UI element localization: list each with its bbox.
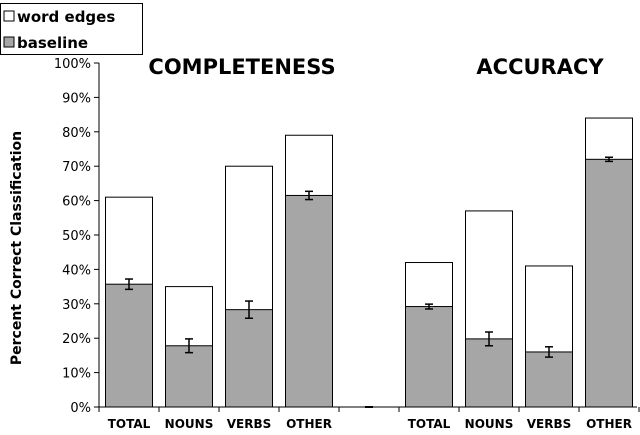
legend-swatch-word-edges [4,11,14,21]
bar-baseline-completeness-nouns [166,346,213,407]
y-tick-label: 50% [62,229,91,244]
category-labels: TOTAL NOUNS VERBS OTHER TOTAL NOUNS VERBS OTHER [108,417,632,431]
category-label-completeness-verbs: VERBS [227,417,272,431]
category-label-accuracy-verbs: VERBS [527,417,572,431]
y-tick-label: 10% [62,367,91,382]
legend: word edges baseline [1,4,143,55]
y-tick-label: 70% [62,160,91,175]
y-tick-label: 0% [70,401,91,416]
legend-label-baseline: baseline [17,34,88,52]
y-tick-label: 90% [62,91,91,106]
category-label-completeness-nouns: NOUNS [165,417,214,431]
bar-baseline-completeness-verbs [226,310,273,407]
y-tick-label: 40% [62,263,91,278]
group-title-accuracy: ACCURACY [476,55,604,79]
y-tick-label: 60% [62,195,91,210]
bar-baseline-accuracy-total [406,307,453,407]
y-tick-label: 30% [62,298,91,313]
group-title-completeness: COMPLETENESS [148,55,335,79]
category-label-accuracy-other: OTHER [586,417,632,431]
category-label-accuracy-nouns: NOUNS [465,417,514,431]
bar-baseline-accuracy-verbs [526,352,573,407]
y-tick-label: 80% [62,126,91,141]
legend-label-word-edges: word edges [17,8,115,26]
bars [106,118,633,407]
category-label-completeness-total: TOTAL [108,417,151,431]
bar-baseline-completeness-other [286,195,333,407]
y-tick-label: 20% [62,332,91,347]
y-tick-label: 100% [54,57,91,72]
y-axis-label: Percent Correct Classification [9,131,25,365]
category-label-accuracy-total: TOTAL [408,417,451,431]
bar-baseline-accuracy-other [586,159,633,407]
bar-baseline-accuracy-nouns [466,339,513,407]
bar-baseline-completeness-total [106,284,153,407]
y-axis: 0% 10% 20% 30% 40% 50% 60% 70% 80% 90% 100% [54,57,99,416]
category-label-completeness-other: OTHER [286,417,332,431]
legend-swatch-baseline [4,37,14,47]
